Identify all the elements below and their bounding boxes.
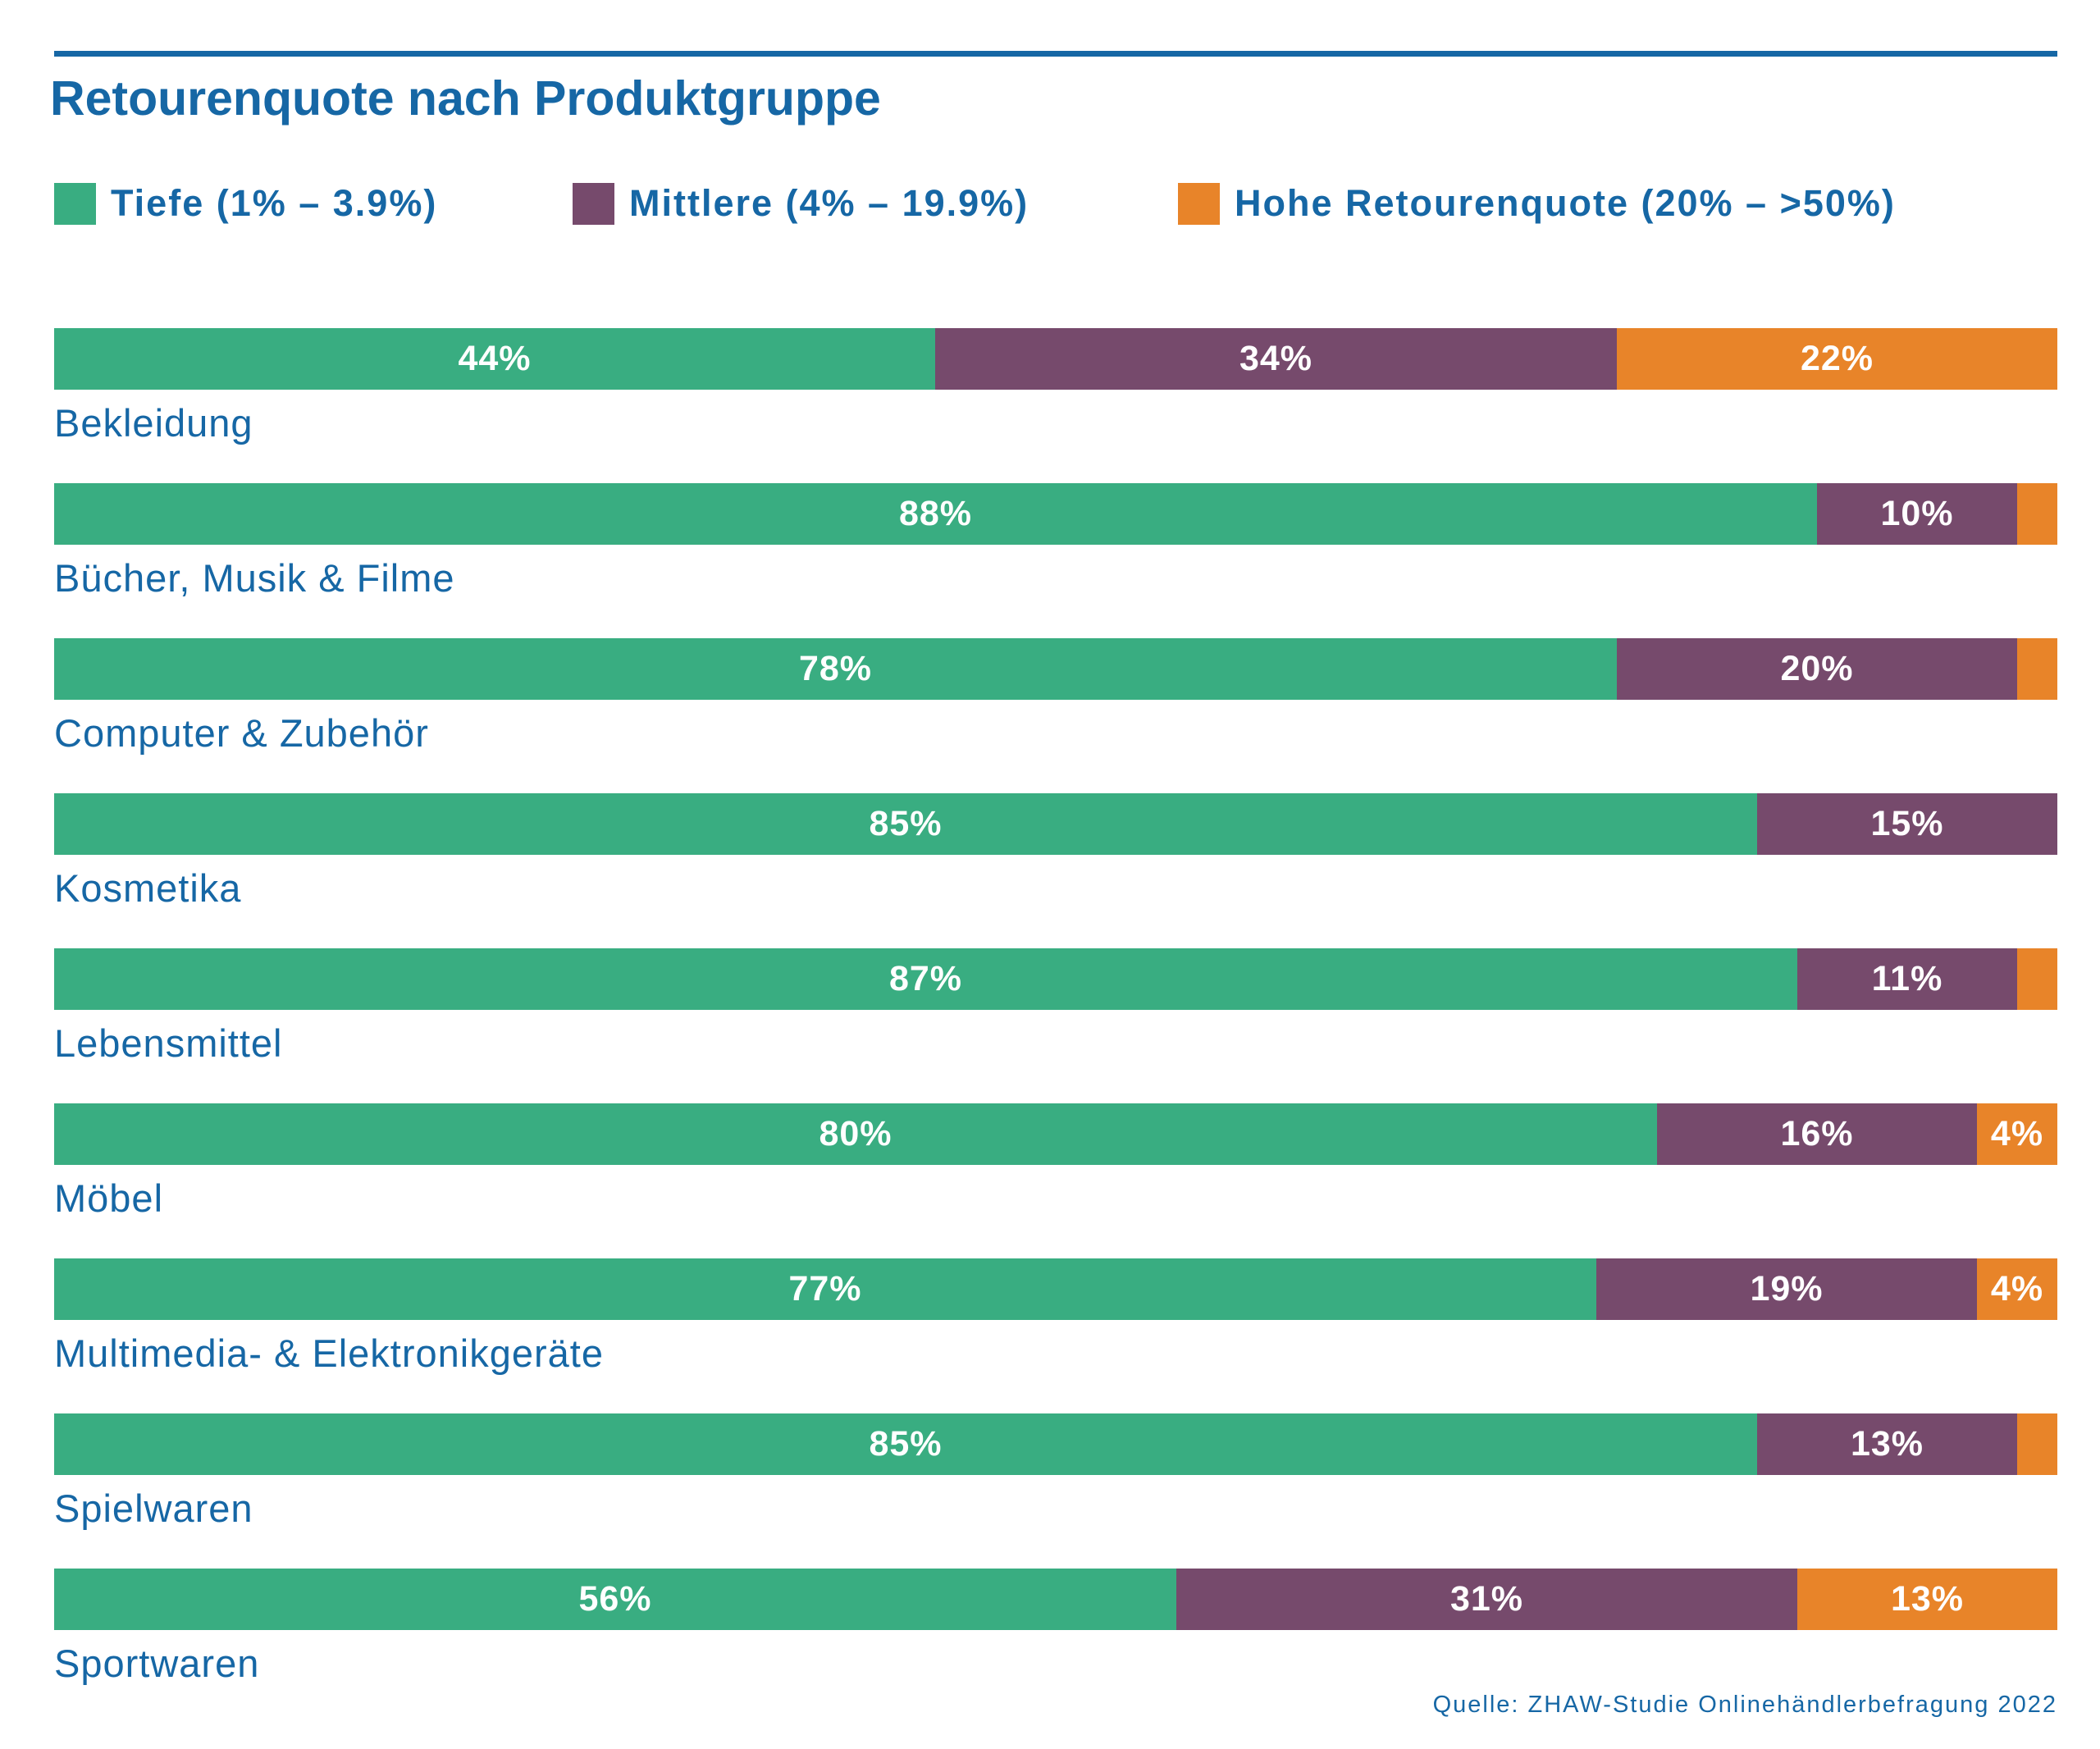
bar-segment-tiefe: 80% — [54, 1103, 1657, 1165]
bar-segment-mittlere: 16% — [1657, 1103, 1977, 1165]
bar-segment-tiefe: 77% — [54, 1258, 1596, 1320]
bar-row: 85% 15% — [54, 793, 2057, 855]
bar-segment-hohe: 22% — [1617, 328, 2057, 390]
source-note: Quelle: ZHAW-Studie Onlinehändlerbefragu… — [1432, 1692, 2057, 1718]
data-label: 22% — [1800, 339, 1874, 378]
bar-segment-tiefe: 88% — [54, 483, 1817, 545]
bar-segment-mittlere: 11% — [1797, 948, 2017, 1010]
bar-segment-mittlere: 10% — [1817, 483, 2017, 545]
bar-row: 88% 10% — [54, 483, 2057, 545]
data-label: 80% — [819, 1114, 892, 1153]
legend-item-mittlere: Mittlere (4% – 19.9%) — [573, 179, 1029, 228]
legend-item-hohe: Hohe Retourenquote (20% – >50%) — [1178, 179, 1896, 228]
category-label: Lebensmittel — [54, 1021, 283, 1065]
bar-segment-tiefe: 44% — [54, 328, 935, 390]
data-label: 31% — [1449, 1579, 1524, 1619]
bar-segment-tiefe: 85% — [54, 793, 1757, 855]
data-label: 10% — [1880, 494, 1954, 533]
data-label: 44% — [458, 339, 532, 378]
category-label: Sportwaren — [54, 1642, 260, 1685]
bar-segment-mittlere: 13% — [1757, 1413, 2017, 1475]
legend-swatch-hohe — [1178, 182, 1220, 225]
category-label: Möbel — [54, 1176, 164, 1220]
data-label: 11% — [1871, 959, 1943, 998]
bar-segment-mittlere: 19% — [1596, 1258, 1977, 1320]
legend: Tiefe (1% – 3.9%) Mittlere (4% – 19.9%) … — [54, 179, 2057, 228]
data-label: 20% — [1780, 649, 1854, 688]
bar-segment-hohe — [2017, 948, 2057, 1010]
category-label: Multimedia- & Elektronikgeräte — [54, 1331, 604, 1375]
bar-segment-hohe: 4% — [1977, 1103, 2057, 1165]
data-label: 78% — [798, 649, 873, 688]
legend-swatch-tiefe — [54, 182, 96, 225]
bar-segment-hohe: 4% — [1977, 1258, 2057, 1320]
bar-row: 56% 31% 13% — [54, 1569, 2057, 1630]
category-label: Bekleidung — [54, 401, 253, 445]
bar-segment-hohe: 13% — [1797, 1569, 2057, 1630]
data-label: 13% — [1850, 1424, 1924, 1464]
bar-segment-tiefe: 78% — [54, 638, 1617, 700]
top-rule — [54, 51, 2057, 57]
bar-segment-mittlere: 20% — [1617, 638, 2017, 700]
bar-segment-tiefe: 85% — [54, 1413, 1757, 1475]
data-label: 19% — [1750, 1269, 1824, 1308]
bar-row: 85% 13% — [54, 1413, 2057, 1475]
stacked-bar-chart: 44% 34% 22% Bekleidung 88% 10% Bücher, Musik &… — [54, 328, 2057, 1690]
legend-swatch-mittlere — [573, 182, 614, 225]
bar-segment-mittlere: 15% — [1757, 793, 2057, 855]
data-label: 88% — [898, 494, 973, 533]
data-label: 4% — [1990, 1269, 2044, 1308]
bar-row: 80% 16% 4% — [54, 1103, 2057, 1165]
bar-row: 44% 34% 22% — [54, 328, 2057, 390]
data-label: 34% — [1239, 339, 1313, 378]
data-label: 16% — [1780, 1114, 1854, 1153]
category-label: Spielwaren — [54, 1486, 253, 1530]
category-label: Computer & Zubehör — [54, 711, 429, 755]
data-label: 15% — [1870, 804, 1944, 843]
bar-segment-hohe — [2017, 638, 2057, 700]
bar-segment-hohe — [2017, 1413, 2057, 1475]
category-label: Kosmetika — [54, 866, 242, 910]
bar-segment-hohe — [2017, 483, 2057, 545]
bar-row: 78% 20% — [54, 638, 2057, 700]
data-label: 56% — [578, 1579, 652, 1619]
bar-segment-tiefe: 56% — [54, 1569, 1176, 1630]
data-label: 87% — [888, 959, 963, 998]
data-label: 85% — [869, 1424, 943, 1464]
legend-label-mittlere: Mittlere (4% – 19.9%) — [629, 182, 1029, 224]
data-label: 13% — [1890, 1579, 1965, 1619]
bar-row: 87% 11% — [54, 948, 2057, 1010]
legend-label-tiefe: Tiefe (1% – 3.9%) — [111, 182, 438, 224]
chart-title: Retourenquote nach Produktgruppe — [50, 71, 881, 126]
bar-segment-tiefe: 87% — [54, 948, 1797, 1010]
bar-segment-mittlere: 31% — [1176, 1569, 1797, 1630]
data-label: 85% — [869, 804, 943, 843]
legend-item-tiefe: Tiefe (1% – 3.9%) — [54, 179, 437, 228]
data-label: 4% — [1990, 1114, 2044, 1153]
data-label: 77% — [788, 1269, 862, 1308]
legend-label-hohe: Hohe Retourenquote (20% – >50%) — [1235, 182, 1896, 224]
category-label: Bücher, Musik & Filme — [54, 556, 455, 600]
bar-row: 77% 19% 4% — [54, 1258, 2057, 1320]
bar-segment-mittlere: 34% — [935, 328, 1617, 390]
